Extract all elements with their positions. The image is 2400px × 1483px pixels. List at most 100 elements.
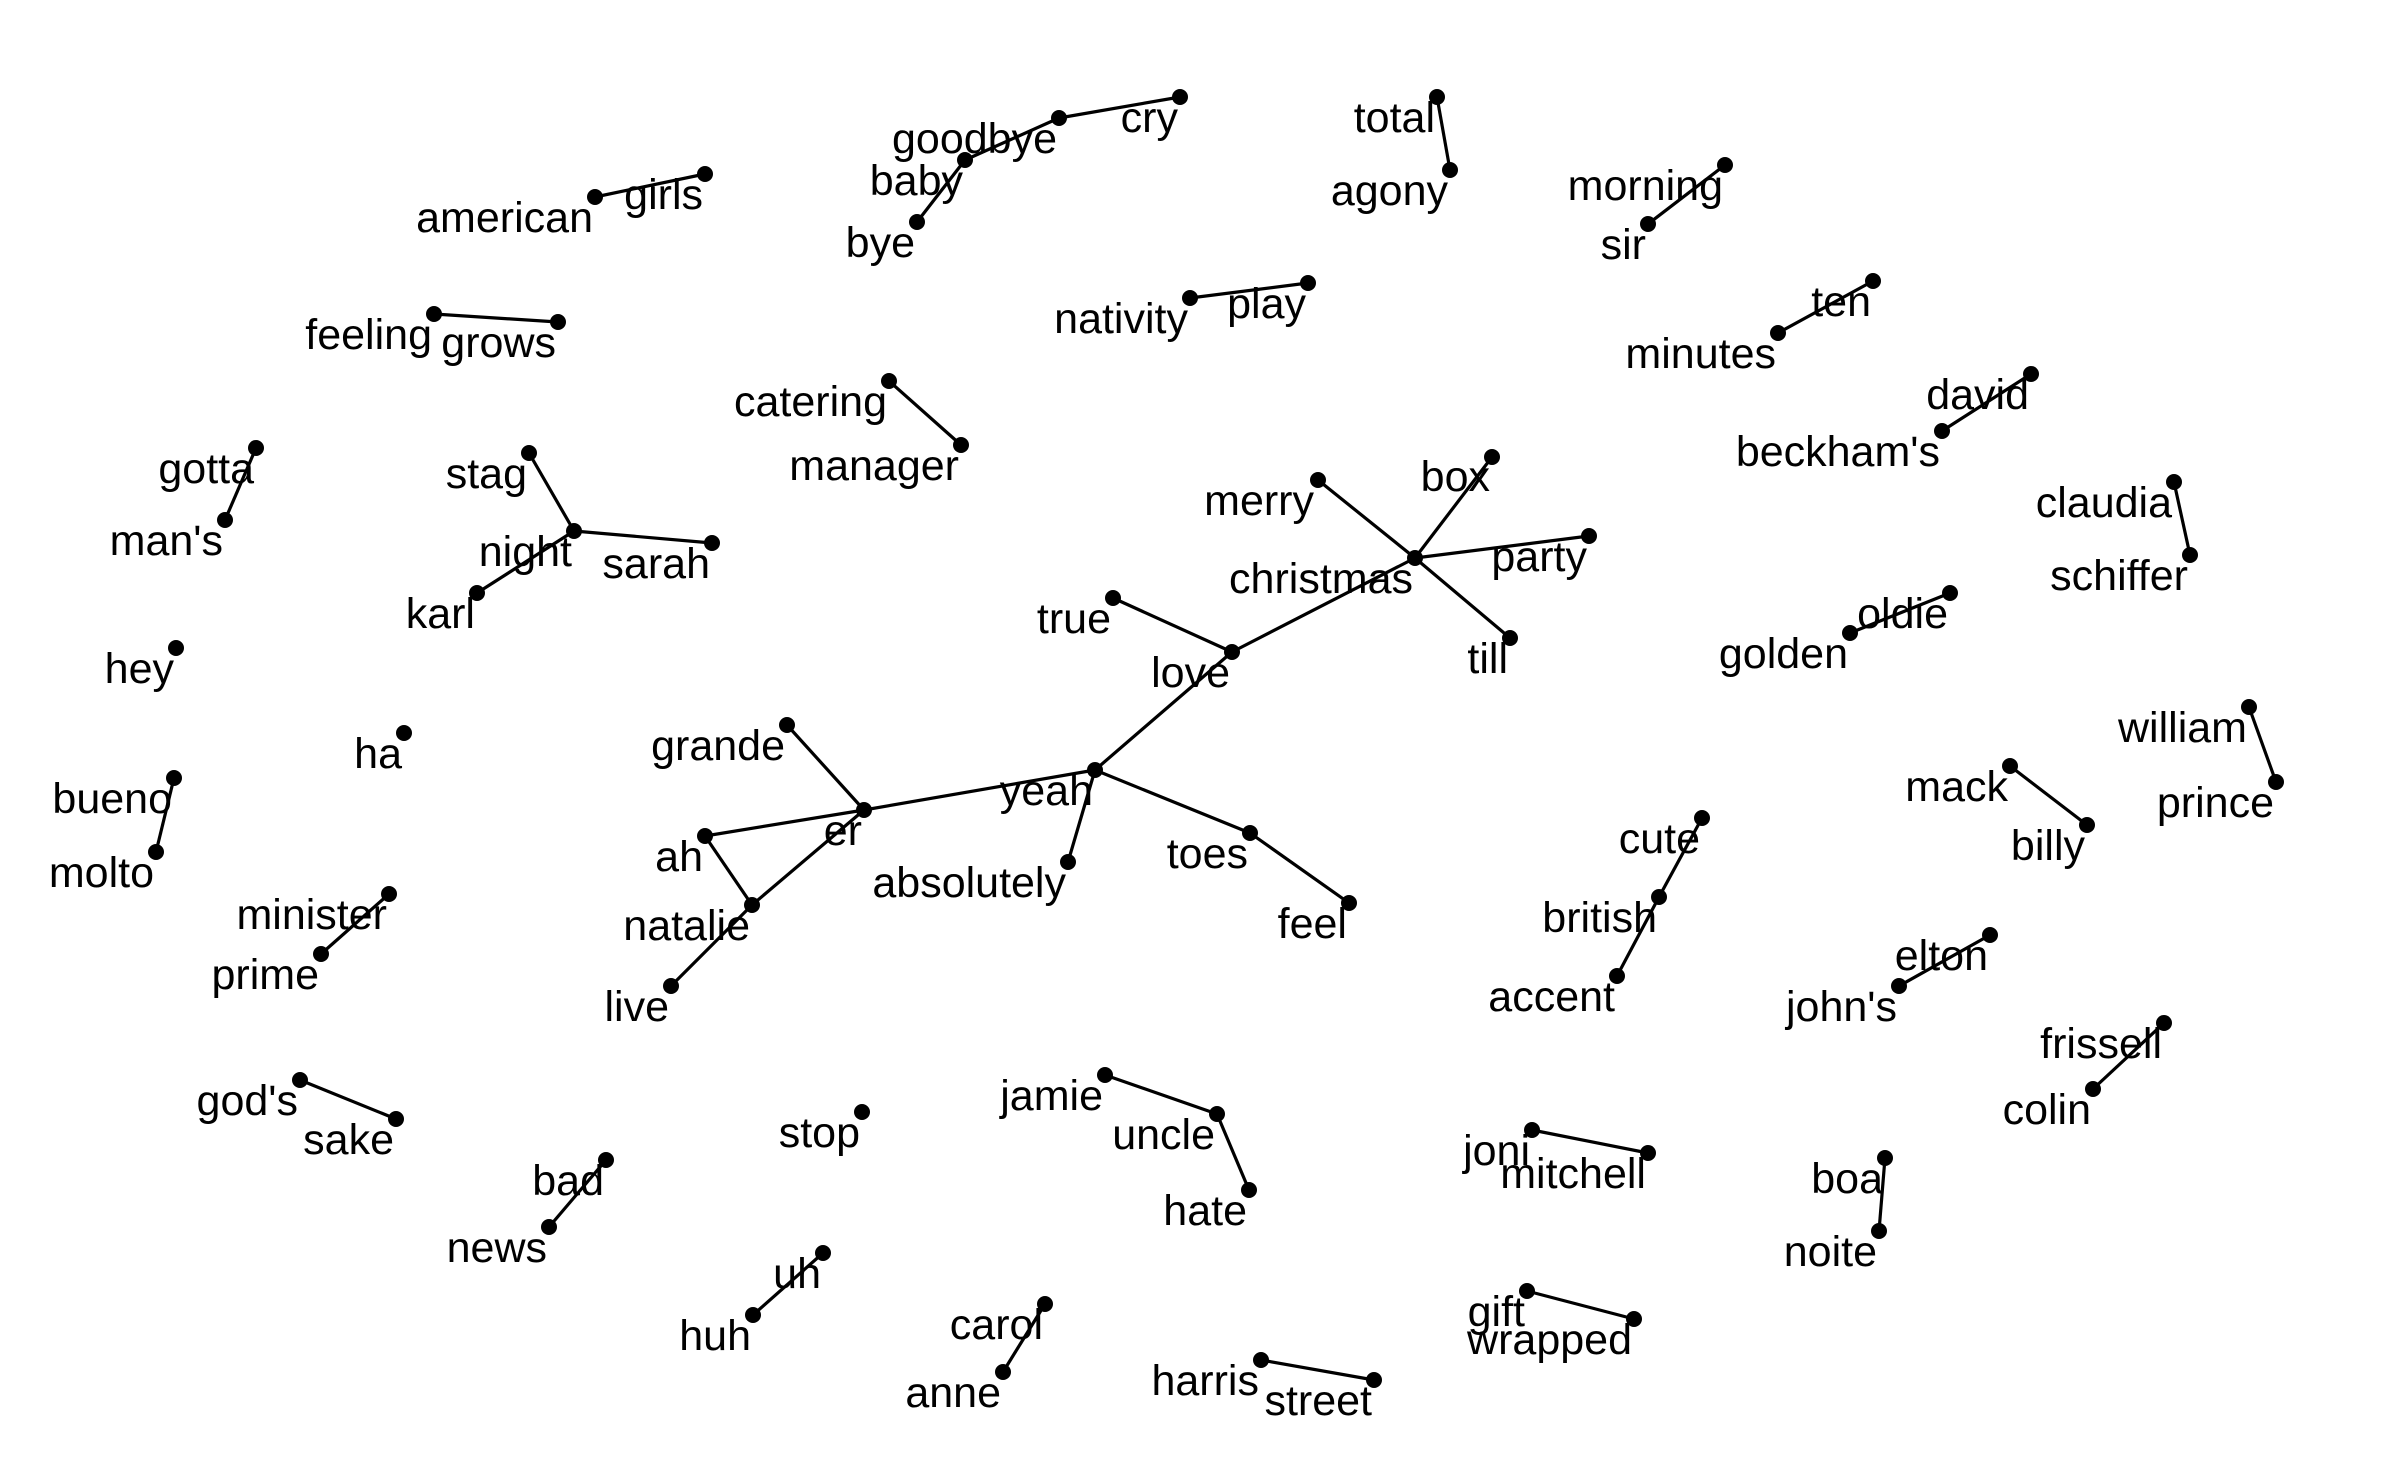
node-label-harris: harris <box>1151 1357 1259 1405</box>
node-night <box>566 523 582 539</box>
node-colin <box>2085 1081 2101 1097</box>
node-label-street: street <box>1264 1377 1372 1425</box>
edge-elton-johns <box>1898 933 1991 988</box>
edge-total-agony <box>1435 96 1452 171</box>
node-label-bueno: bueno <box>52 775 172 823</box>
node-agony <box>1442 162 1458 178</box>
edge-catering-manager <box>887 379 963 447</box>
node-sir <box>1640 216 1656 232</box>
node-label-wrapped: wrapped <box>1466 1316 1632 1364</box>
node-label-feeling: feeling <box>305 311 432 359</box>
node-label-yeah: yeah <box>1000 767 1093 815</box>
node-label-boa: boa <box>1811 1155 1883 1203</box>
node-box <box>1484 449 1500 465</box>
node-label-grande: grande <box>651 722 785 770</box>
node-gods <box>292 1072 308 1088</box>
node-ah <box>697 828 713 844</box>
edge-night-karl <box>476 529 575 595</box>
node-manager <box>953 437 969 453</box>
node-sarah <box>704 535 720 551</box>
edge-christmas-party <box>1414 534 1590 560</box>
node-uh <box>815 1245 831 1261</box>
edge-morning-sir <box>1647 163 1726 226</box>
node-label-bad: bad <box>532 1157 604 1205</box>
node-boa <box>1877 1150 1893 1166</box>
edge-claudia-schiffer <box>2172 481 2192 556</box>
edge-christmas-box <box>1413 456 1494 559</box>
node-harris <box>1253 1352 1269 1368</box>
node-label-mitchell: mitchell <box>1500 1150 1646 1198</box>
node-party <box>1581 528 1597 544</box>
node-anne <box>995 1364 1011 1380</box>
node-label-william: william <box>2117 704 2247 752</box>
node-label-true: true <box>1037 595 1111 643</box>
edge-gotta-mans <box>223 447 258 521</box>
node-label-huh: huh <box>679 1312 751 1360</box>
edge-stag-night <box>527 452 576 532</box>
node-label-play: play <box>1227 280 1306 328</box>
node-claudia <box>2166 474 2182 490</box>
node-catering <box>881 373 897 389</box>
node-label-sarah: sarah <box>602 540 710 588</box>
edge-nativity-play <box>1189 281 1309 300</box>
node-label-british: british <box>1542 894 1657 942</box>
edge-baby-bye <box>915 159 967 223</box>
edge-christmas-till <box>1413 556 1512 640</box>
node-label-party: party <box>1491 533 1587 581</box>
node-label-karl: karl <box>406 590 475 638</box>
node-label-christmas: christmas <box>1229 555 1413 603</box>
node-label-agony: agony <box>1331 167 1449 215</box>
node-uncle <box>1209 1106 1225 1122</box>
node-label-golden: golden <box>1719 630 1848 678</box>
node-label-gift: gift <box>1468 1288 1525 1336</box>
node-wrapped <box>1626 1311 1642 1327</box>
node-golden <box>1842 625 1858 641</box>
node-label-news: news <box>447 1224 547 1272</box>
edge-er-ah <box>704 808 865 838</box>
node-girls <box>697 166 713 182</box>
node-label-catering: catering <box>734 378 887 426</box>
node-mitchell <box>1640 1145 1656 1161</box>
edge-william-prince <box>2247 706 2278 783</box>
edge-yeah-toes <box>1094 768 1251 835</box>
node-accent <box>1609 968 1625 984</box>
edge-british-accent <box>1615 896 1661 977</box>
node-karl <box>469 585 485 601</box>
node-label-ha: ha <box>354 730 402 778</box>
node-huh <box>745 1307 761 1323</box>
node-label-noite: noite <box>1784 1228 1877 1276</box>
edge-christmas-merry <box>1316 478 1417 560</box>
node-total <box>1429 89 1445 105</box>
node-label-sir: sir <box>1601 221 1646 269</box>
node-label-gods: god's <box>197 1077 298 1125</box>
node-ha <box>396 725 412 741</box>
node-stop <box>854 1104 870 1120</box>
node-label-claudia: claudia <box>2036 479 2172 527</box>
edge-er-natalie <box>750 808 866 907</box>
node-label-oldie: oldie <box>1857 590 1948 638</box>
node-label-beckhams: beckham's <box>1736 428 1940 476</box>
node-label-hey: hey <box>105 645 175 693</box>
edge-love-yeah <box>1093 650 1234 772</box>
node-news <box>541 1219 557 1235</box>
node-label-billy: billy <box>2011 822 2086 870</box>
edge-christmas-love <box>1231 556 1416 654</box>
node-label-box: box <box>1421 453 1491 501</box>
node-mack <box>2002 758 2018 774</box>
node-true <box>1105 590 1121 606</box>
node-elton <box>1982 927 1998 943</box>
node-label-till: till <box>1467 635 1508 683</box>
node-morning <box>1717 157 1733 173</box>
node-yeah <box>1087 762 1103 778</box>
node-william <box>2241 699 2257 715</box>
node-label-frissell: frissell <box>2040 1020 2162 1068</box>
edge-love-true <box>1112 596 1233 654</box>
node-label-american: american <box>416 194 593 242</box>
node-label-prince: prince <box>2157 779 2274 827</box>
node-label-prime: prime <box>211 951 319 999</box>
edge-harris-street <box>1260 1358 1375 1382</box>
edge-carol-anne <box>1001 1303 1047 1373</box>
node-cry <box>1172 89 1188 105</box>
edge-yeah-absolutely <box>1066 769 1097 863</box>
node-label-colin: colin <box>2003 1086 2091 1134</box>
